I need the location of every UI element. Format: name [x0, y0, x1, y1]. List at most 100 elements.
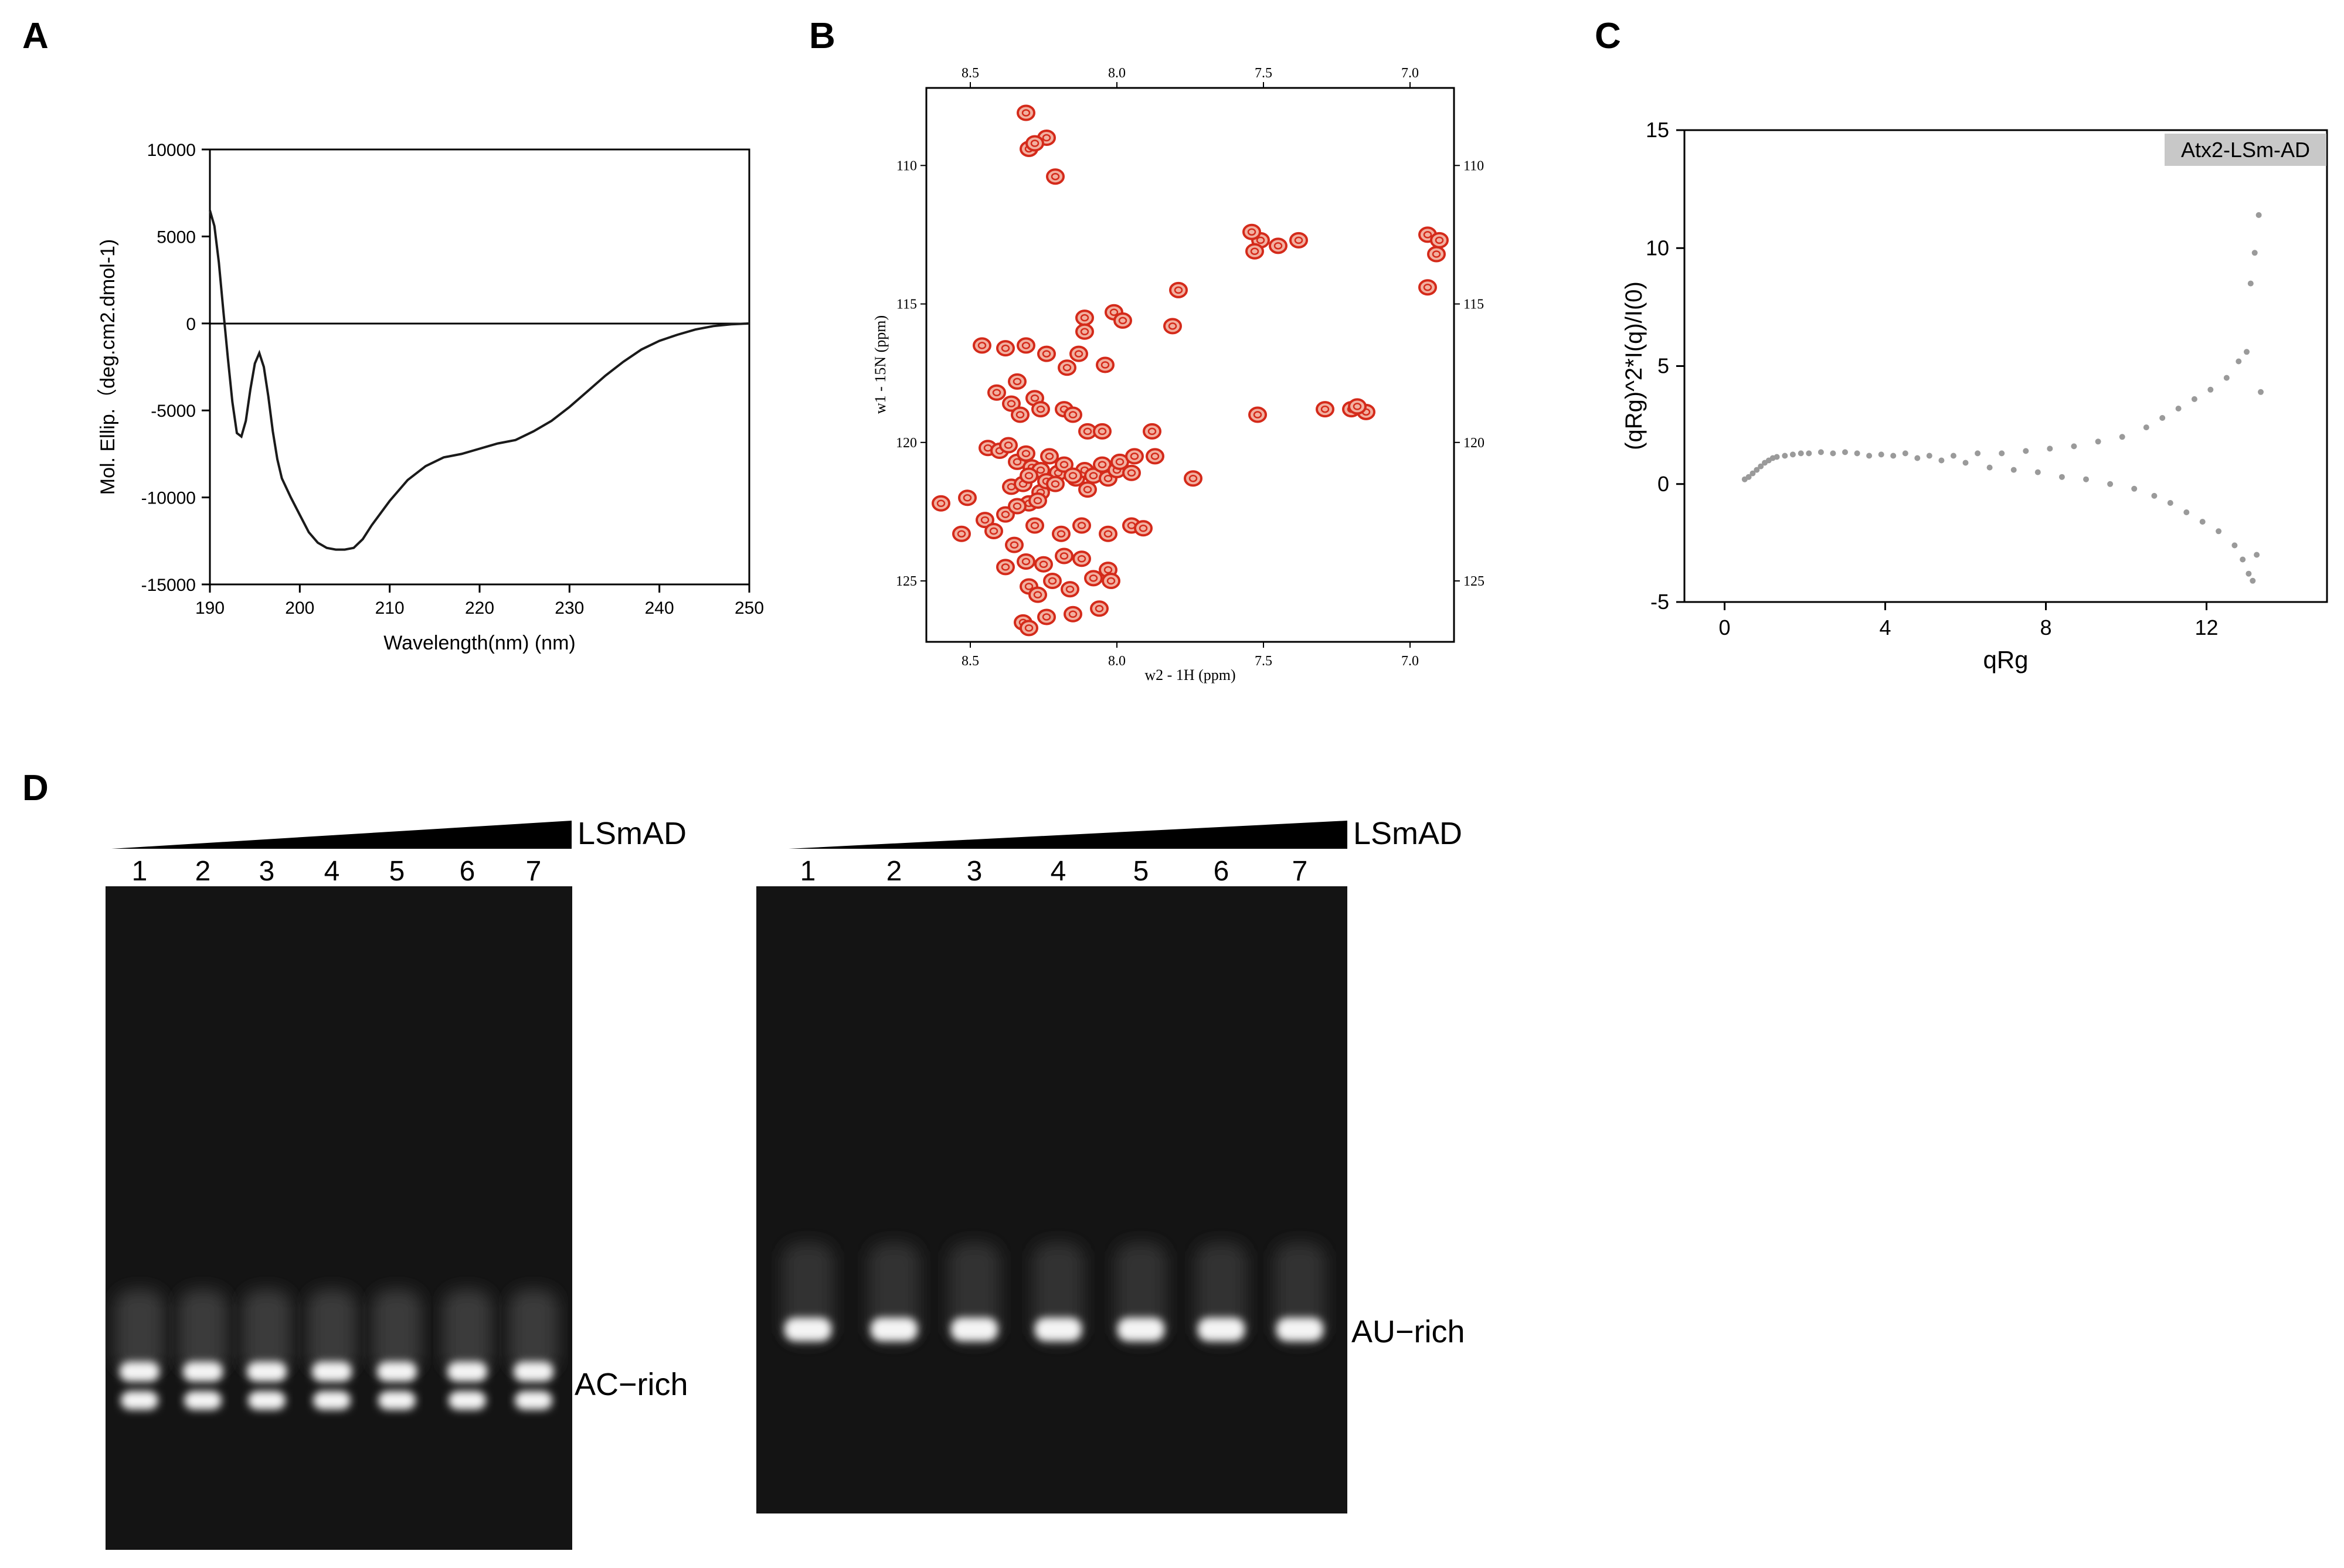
saxs-point	[2159, 415, 2166, 421]
nmr-peak	[1418, 279, 1437, 296]
x-tick-label-top: 7.5	[1255, 66, 1272, 81]
y-tick-label: 115	[896, 297, 917, 312]
nmr-peak-contour	[1103, 474, 1113, 482]
saxs-point	[2167, 500, 2173, 506]
nmr-peak	[973, 337, 991, 354]
nmr-peak	[1248, 406, 1267, 423]
nmr-peak-contour	[1013, 502, 1022, 510]
saxs-point	[2191, 396, 2197, 402]
lane-number: 7	[1292, 856, 1308, 887]
nmr-peak-contour	[992, 389, 1001, 396]
nmr-peak	[932, 495, 950, 512]
band	[951, 1318, 998, 1341]
legend-label: Atx2-LSm-AD	[2181, 138, 2310, 162]
x-tick-label: 4	[1879, 615, 1891, 640]
nmr-peak-contour	[1001, 563, 1010, 571]
band	[1276, 1318, 1323, 1341]
nmr-peak	[1245, 243, 1264, 260]
band	[784, 1318, 831, 1341]
y-tick-label: 5	[1657, 354, 1669, 378]
titration-label: LSmAD	[577, 816, 687, 851]
lane-smear	[443, 1290, 492, 1372]
nmr-peak-contour	[1013, 377, 1022, 386]
band-lower	[184, 1391, 222, 1410]
lane-smear	[868, 1243, 920, 1342]
band	[1117, 1318, 1164, 1341]
lane-smear	[115, 1290, 164, 1372]
saxs-point	[2236, 358, 2242, 365]
saxs-point	[2231, 542, 2238, 549]
x-tick-label: 250	[735, 598, 764, 618]
lane-number: 4	[324, 856, 340, 887]
nmr-peak	[1017, 104, 1035, 121]
nmr-peak-contour	[1021, 557, 1031, 566]
x-tick-label: 200	[285, 598, 314, 618]
nmr-peak-contour	[1273, 242, 1283, 250]
lane-smear	[178, 1290, 227, 1372]
y-tick-label: 0	[1657, 472, 1669, 496]
saxs-point	[2071, 443, 2077, 450]
nmr-peak-contour	[1115, 458, 1125, 466]
nmr-peak-contour	[1432, 250, 1441, 258]
saxs-point	[1830, 450, 1836, 457]
legend-box	[2165, 134, 2326, 166]
nmr-peak	[1064, 606, 1082, 623]
nmr-peak-contour	[1423, 283, 1432, 291]
nmr-peak-contour	[1051, 172, 1060, 181]
lane-number: 1	[132, 856, 148, 887]
nmr-peak-contour	[1021, 450, 1031, 457]
panel-label-a: A	[22, 16, 49, 56]
nmr-peak-contour	[1057, 530, 1066, 538]
saxs-point	[2119, 434, 2125, 440]
nmr-peak-contour	[1068, 610, 1078, 618]
nmr-peak-contour	[1024, 583, 1034, 590]
nmr-peak-contour	[1423, 231, 1432, 239]
nmr-peak-contour	[1021, 109, 1031, 117]
y-tick-label: 110	[896, 158, 917, 174]
saxs-point	[1745, 474, 1752, 480]
saxs-point	[1754, 467, 1760, 473]
nmr-peak-contour	[1068, 411, 1078, 419]
saxs-point	[2023, 448, 2029, 454]
nmr-peak-contour	[1077, 522, 1086, 529]
nmr-peak	[1075, 309, 1094, 326]
nmr-peak-contour	[1077, 555, 1086, 563]
saxs-point	[2083, 476, 2089, 482]
nmr-peak	[1052, 525, 1071, 542]
nmr-peak	[1031, 401, 1050, 418]
nmr-peak-contour	[1083, 485, 1092, 494]
nmr-peak	[1122, 464, 1141, 481]
nmr-peak-contour	[1256, 236, 1265, 244]
gel-image	[106, 886, 572, 1550]
nmr-peak-contour	[1080, 328, 1089, 336]
nmr-peak-contour	[989, 527, 998, 535]
nmr-peak	[1069, 345, 1088, 362]
lane-number: 3	[967, 856, 983, 887]
nmr-peak	[1046, 168, 1065, 185]
x-tick-label: 8	[2040, 615, 2051, 640]
lane-smear	[307, 1290, 356, 1372]
nmr-peak-contour	[1080, 314, 1089, 322]
saxs-point	[2246, 570, 2252, 577]
saxs-point	[1818, 449, 1824, 455]
x-tick-label: 8.5	[962, 654, 979, 669]
band-lower	[449, 1391, 486, 1410]
y-tick-label: -5	[1650, 590, 1669, 614]
nmr-peak-contour	[1062, 363, 1072, 372]
nmr-peak	[1011, 406, 1030, 423]
nmr-peak	[1043, 573, 1062, 590]
lane-smear	[1032, 1243, 1084, 1342]
nmr-peak-contour	[963, 494, 972, 502]
saxs-point	[2216, 528, 2222, 535]
panel-label-c: C	[1595, 16, 1621, 56]
nmr-peak	[996, 340, 1015, 357]
saxs-point	[2183, 509, 2190, 515]
nmr-peak	[1040, 448, 1059, 465]
saxs-point	[1926, 453, 1932, 459]
nmr-peak	[1072, 517, 1091, 534]
nmr-peak	[1143, 423, 1161, 440]
saxs-point	[1890, 453, 1897, 459]
y-tick-label-right: 115	[1463, 297, 1484, 312]
nmr-peak	[1096, 356, 1115, 373]
nmr-peak-contour	[1042, 613, 1051, 621]
